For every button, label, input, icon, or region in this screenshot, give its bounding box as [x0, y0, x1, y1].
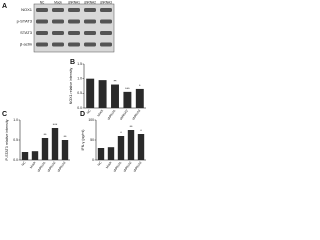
bar	[137, 134, 145, 160]
bar	[98, 80, 107, 108]
blot-lane-label: shRNA2	[84, 0, 96, 4]
y-tick-label: 1.0	[13, 118, 18, 122]
x-tick-label: Mock	[96, 108, 104, 117]
blot-band	[52, 8, 64, 12]
y-tick-label: 0.0	[77, 106, 82, 110]
bar	[111, 84, 119, 108]
y-tick-label: 100	[88, 118, 94, 122]
annotation: **	[129, 124, 133, 129]
y-tick-label: 1.5	[77, 62, 82, 66]
blot-band	[84, 19, 96, 24]
blot-band	[100, 31, 112, 35]
blot-band	[36, 31, 48, 35]
annotation: **	[113, 79, 117, 84]
blot-band	[52, 42, 64, 47]
blot-band	[68, 19, 80, 24]
y-tick-label: 0.5	[77, 91, 82, 95]
bar	[61, 140, 69, 160]
blot-row-label: p-STAT3	[17, 19, 33, 24]
y-axis-label: P-STAT3 relative intensity	[5, 119, 9, 160]
bar	[97, 148, 105, 160]
x-tick-label: NC	[21, 160, 27, 167]
y-tick-label: 0.0	[13, 158, 18, 162]
bar	[21, 152, 29, 160]
bar	[51, 128, 59, 160]
blot-row-label: NOX1	[21, 7, 33, 12]
annotation: *	[120, 130, 122, 135]
blot-band	[100, 8, 112, 12]
blot-lane-label: shRNA1	[68, 0, 80, 4]
x-tick-label: Mock	[29, 160, 37, 169]
blot-lane-label: NC	[40, 0, 45, 4]
annotation: **	[63, 134, 67, 139]
x-tick-label: Mock	[105, 160, 113, 169]
blot-band	[36, 42, 48, 47]
panel-label: C	[2, 111, 7, 118]
annotation: *	[139, 83, 141, 88]
blot-band	[68, 31, 80, 35]
bar	[86, 78, 95, 108]
bar	[41, 138, 49, 160]
annotation: ***	[53, 122, 58, 127]
annotation: *	[140, 128, 142, 133]
blot-row-label: β-actin	[20, 42, 32, 47]
panel-label: A	[2, 3, 7, 10]
bar	[107, 147, 115, 160]
bar	[117, 136, 125, 160]
blot-band	[84, 42, 96, 47]
x-tick-label: shRNA1	[106, 109, 116, 121]
y-axis-label: NOX1 relative intensity	[69, 68, 73, 105]
y-tick-label: 50	[90, 138, 94, 142]
panel-label: D	[80, 111, 85, 118]
x-tick-label: shRNA3	[132, 161, 142, 173]
blot-row-label: STAT3	[20, 30, 33, 35]
bar	[127, 130, 135, 160]
x-tick-label: NC	[86, 108, 92, 115]
y-tick-label: 0	[92, 158, 94, 162]
blot-band	[36, 19, 48, 24]
x-tick-label: shRNA2	[122, 161, 132, 173]
y-tick-label: 1.0	[77, 77, 82, 81]
blot-lane-label: shRNA3	[100, 0, 112, 4]
bar	[135, 88, 144, 108]
y-tick-label: 0.5	[13, 138, 18, 142]
blot-band	[100, 42, 112, 47]
blot-band	[84, 31, 96, 35]
y-axis-label: IFN-γ (pg/ml)	[81, 130, 85, 151]
blot-band	[68, 42, 80, 47]
blot-band	[36, 8, 48, 12]
annotation: **	[43, 132, 47, 137]
x-tick-label: shRNA2	[46, 161, 56, 173]
x-tick-label: shRNA3	[131, 109, 141, 121]
blot-band	[52, 31, 64, 35]
x-tick-label: shRNA1	[112, 161, 122, 173]
x-tick-label: shRNA1	[36, 161, 46, 173]
blot-band	[100, 19, 112, 24]
blot-lane-label: Mock	[54, 0, 62, 4]
blot-band	[84, 8, 96, 12]
panel-label: B	[70, 59, 75, 66]
bar	[31, 151, 39, 160]
blot-band	[68, 8, 80, 12]
x-tick-label: NC	[97, 160, 103, 167]
annotation: ***	[125, 86, 130, 91]
x-tick-label: shRNA2	[119, 109, 129, 121]
blot-band	[52, 19, 64, 24]
bar	[123, 91, 132, 108]
x-tick-label: shRNA3	[56, 161, 66, 173]
